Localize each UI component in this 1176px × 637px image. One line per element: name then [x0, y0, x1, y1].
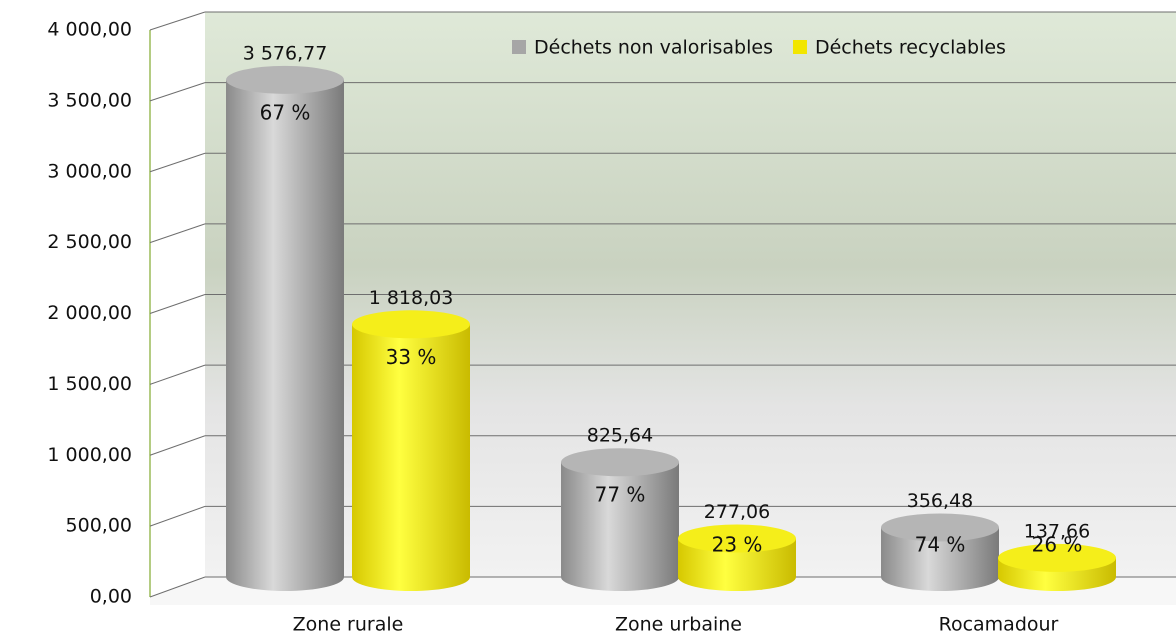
y-tick-label: 0,00 — [90, 586, 132, 608]
cylinder — [678, 538, 796, 591]
x-tick-label: Zone urbaine — [615, 614, 742, 636]
y-tick-label: 3 500,00 — [47, 89, 132, 111]
grid-line — [149, 435, 206, 456]
value-label: 825,64 — [587, 425, 653, 447]
y-tick-label: 1 000,00 — [47, 444, 132, 466]
legend-label: Déchets non valorisables — [534, 37, 773, 59]
grid-line — [149, 364, 206, 385]
legend-swatch — [792, 40, 807, 54]
value-label: 356,48 — [907, 490, 973, 512]
y-tick-label: 2 500,00 — [47, 231, 132, 253]
cylinder — [226, 79, 344, 591]
value-label: 277,06 — [704, 501, 770, 523]
value-label: 3 576,77 — [243, 42, 328, 64]
y-tick-label: 4 000,00 — [47, 19, 132, 41]
cylinder — [881, 527, 999, 591]
grid-line — [149, 223, 206, 244]
y-tick-label: 2 000,00 — [47, 302, 132, 324]
cylinder-top — [352, 310, 470, 339]
share-label: 33 % — [386, 345, 437, 369]
grid-line — [149, 576, 206, 598]
grid-line — [149, 152, 206, 173]
x-tick-label: Rocamadour — [939, 614, 1059, 636]
legend-label: Déchets recyclables — [815, 37, 1006, 59]
cylinder-top — [881, 513, 999, 542]
share-label: 23 % — [712, 533, 763, 557]
share-label: 74 % — [915, 533, 966, 557]
share-label: 26 % — [1032, 533, 1083, 557]
cylinder-top — [561, 448, 679, 477]
grid-line — [149, 294, 206, 314]
cylinder — [561, 462, 679, 591]
grid-line — [149, 11, 206, 31]
y-tick-label: 500,00 — [66, 515, 132, 537]
cylinder-top — [678, 524, 796, 553]
cylinder-top — [226, 65, 344, 94]
grid-line — [149, 82, 206, 102]
share-label: 77 % — [595, 483, 646, 507]
value-label: 1 818,03 — [369, 287, 454, 309]
y-tick-label: 1 500,00 — [47, 373, 132, 395]
legend-swatch — [512, 40, 526, 54]
y-tick-label: 3 000,00 — [47, 160, 132, 182]
grid-line — [149, 505, 206, 527]
cylinder — [352, 324, 470, 591]
x-tick-label: Zone rurale — [293, 614, 404, 636]
share-label: 67 % — [260, 100, 311, 124]
cylinder-top — [998, 543, 1116, 572]
value-label: 137,66 — [1024, 520, 1090, 542]
